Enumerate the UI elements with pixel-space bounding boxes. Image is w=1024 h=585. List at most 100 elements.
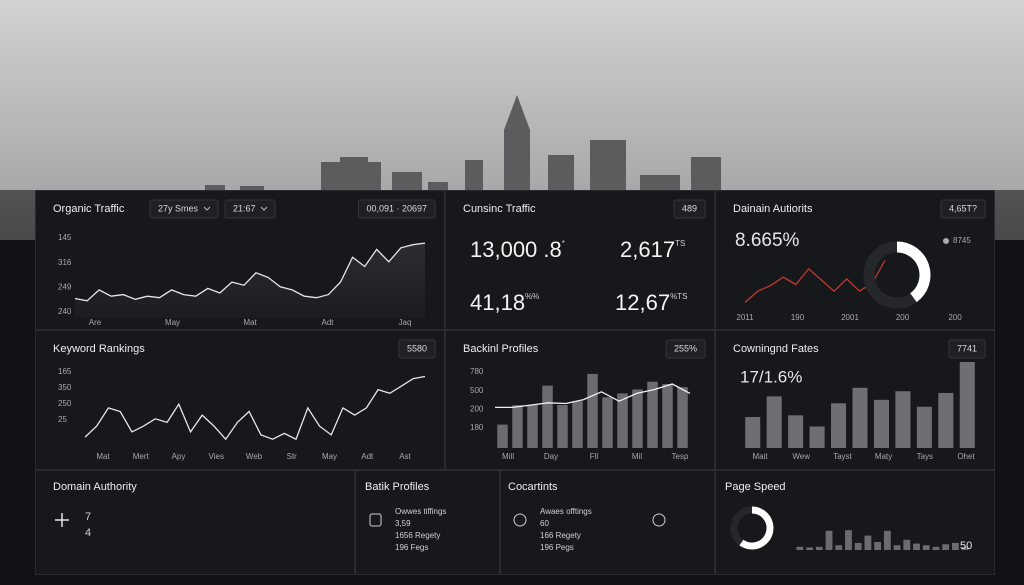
x-tick-label: Str <box>287 452 298 461</box>
bar <box>952 542 959 550</box>
line <box>495 383 691 409</box>
panel-title: Organic Traffic <box>53 203 125 215</box>
panel <box>35 470 355 575</box>
stat-unit: * <box>562 239 565 248</box>
bar <box>602 397 613 448</box>
line <box>744 260 886 303</box>
dropdown-caret <box>260 206 268 211</box>
info-line: 1656 Regety <box>395 531 440 540</box>
bar <box>938 392 954 448</box>
x-tick-label: Are <box>89 318 102 327</box>
panel-title: Batik Profiles <box>365 481 430 493</box>
y-tick-label: 249 <box>58 282 72 291</box>
bar <box>497 424 508 448</box>
bar <box>617 393 628 448</box>
x-tick-label: 190 <box>791 313 805 322</box>
stat-value: 41,18 <box>470 290 525 315</box>
panel-title: Domain Authority <box>53 481 137 493</box>
bar <box>864 535 872 550</box>
donut-arc <box>896 241 931 303</box>
dropdown-label: 27y Smes <box>158 203 199 213</box>
x-tick-label: 200 <box>948 313 962 322</box>
panel <box>35 330 445 470</box>
info-line: Awaes offtings <box>540 507 592 516</box>
x-tick-label: Adt <box>321 318 334 327</box>
bar <box>831 403 847 448</box>
dropdown-caret <box>203 206 211 211</box>
y-tick-label: 500 <box>470 386 484 395</box>
stat-unit: TS <box>675 239 685 248</box>
bar <box>557 405 568 448</box>
x-tick-label: 2001 <box>841 313 859 322</box>
x-tick-label: Mert <box>133 452 150 461</box>
y-tick-label: 180 <box>470 423 484 432</box>
bar <box>883 530 891 550</box>
info-line: 3,59 <box>395 519 411 528</box>
panel-title: Dainain Autiorits <box>733 203 813 215</box>
x-tick-label: Jaq <box>399 318 412 327</box>
headline: 17/1.6% <box>740 367 802 386</box>
x-tick-label: Fll <box>590 452 599 461</box>
bar <box>745 417 761 448</box>
panel <box>715 470 995 575</box>
y-tick-label: 250 <box>58 399 72 408</box>
skyline <box>205 95 721 192</box>
bar <box>922 545 930 550</box>
plus-icon <box>55 513 69 527</box>
bar <box>913 543 920 550</box>
line <box>84 375 426 441</box>
info-line: 7 <box>85 511 91 523</box>
bar <box>895 391 911 448</box>
bar <box>542 385 553 448</box>
stat-unit: %% <box>525 292 539 301</box>
dropdown <box>224 199 276 219</box>
badge-box <box>673 199 706 219</box>
x-tick-label: Ast <box>399 452 411 461</box>
badge-box <box>940 199 986 219</box>
bar <box>815 546 823 550</box>
badge: 4,65T? <box>949 203 977 213</box>
bar <box>845 530 852 550</box>
x-tick-label: Day <box>544 452 558 461</box>
badge: 255% <box>674 343 697 353</box>
bar <box>873 399 889 448</box>
info-line: 60 <box>540 519 549 528</box>
legend-label: 8745 <box>953 236 971 245</box>
x-tick-label: 200 <box>896 313 910 322</box>
legend-dot <box>943 238 949 244</box>
badge: 00,091 · 20697 <box>366 203 427 213</box>
bar <box>788 415 804 448</box>
x-tick-label: Mait <box>752 452 768 461</box>
bar <box>809 426 825 448</box>
x-tick-label: Adt <box>361 452 374 461</box>
bar <box>903 539 911 550</box>
bar <box>835 545 843 550</box>
info-line: 196 Fegs <box>395 543 428 552</box>
bar <box>587 373 598 448</box>
bar <box>825 530 833 550</box>
y-tick-label: 780 <box>470 367 484 376</box>
x-tick-label: May <box>322 452 337 461</box>
bar <box>893 545 901 550</box>
info-line: 4 <box>85 527 91 539</box>
x-tick-label: Mil <box>632 452 642 461</box>
y-tick-label: 200 <box>470 404 484 413</box>
panels: Organic Traffic 27y Smes 21:67 00,091 · 206… <box>35 190 995 575</box>
x-tick-label: Maty <box>875 452 892 461</box>
stat-value: 2,617 <box>620 237 675 262</box>
bar <box>512 405 523 448</box>
bar <box>916 406 932 448</box>
bar <box>942 544 950 550</box>
headline: 8.665% <box>735 230 800 251</box>
x-tick-label: Mill <box>502 452 514 461</box>
y-tick-label: 350 <box>58 383 72 392</box>
x-tick-label: Mat <box>243 318 257 327</box>
stat-value: 13,000 .8 <box>470 237 562 262</box>
bar <box>662 384 673 448</box>
bar <box>852 387 868 448</box>
x-tick-label: Web <box>246 452 263 461</box>
line-area <box>75 243 425 318</box>
panel-title: Cowningnd Fates <box>733 343 819 355</box>
